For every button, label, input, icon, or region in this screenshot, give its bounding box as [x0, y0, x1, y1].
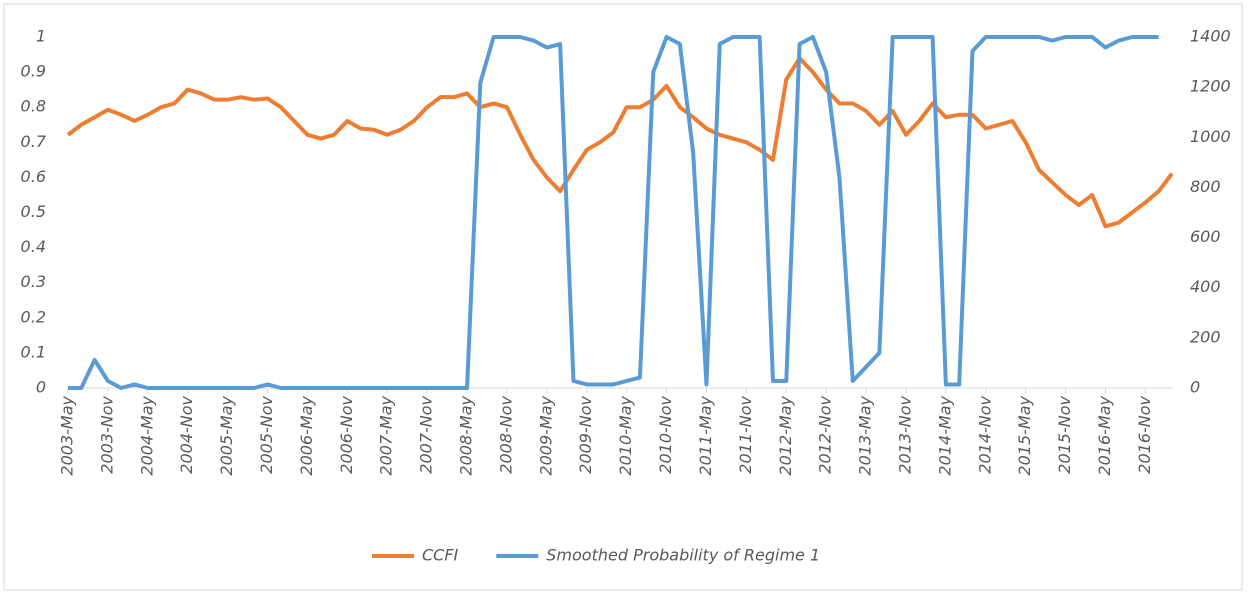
- x-tick-label: 2010-Nov: [656, 395, 675, 473]
- y-tick-label: 1: [36, 27, 46, 46]
- x-tick-label: 2013-May: [856, 395, 875, 475]
- x-tick-label: 2013-Nov: [895, 395, 914, 473]
- x-tick-label: 2011-Nov: [736, 395, 755, 473]
- x-tick-label: 2014-May: [935, 395, 954, 475]
- x-tick-label: 2012-Nov: [816, 395, 835, 473]
- y2-tick-label: 1200: [1190, 77, 1231, 96]
- y2-tick-label: 600: [1190, 227, 1221, 246]
- x-tick-label: 2007-May: [377, 395, 396, 475]
- x-tick-label: 2014-Nov: [975, 395, 994, 473]
- y-tick-label: 0.2: [21, 307, 46, 326]
- legend-label: Smoothed Probability of Regime 1: [546, 546, 820, 565]
- y-tick-label: 0.3: [21, 272, 46, 291]
- y-tick-label: 0.5: [21, 202, 46, 221]
- x-tick-label: 2012-May: [776, 395, 795, 475]
- x-tick-label: 2004-Nov: [177, 395, 196, 473]
- y-tick-label: 0.7: [21, 132, 47, 151]
- x-tick-label: 2009-May: [536, 395, 555, 475]
- y2-tick-label: 400: [1190, 277, 1221, 296]
- x-tick-label: 2009-Nov: [576, 395, 595, 473]
- x-tick-label: 2010-May: [616, 395, 635, 475]
- y2-tick-label: 800: [1190, 177, 1221, 196]
- y-tick-label: 0.9: [21, 62, 46, 81]
- y2-tick-label: 1000: [1190, 127, 1231, 146]
- x-tick-label: 2008-Nov: [496, 395, 515, 473]
- y-tick-label: 0.6: [21, 167, 46, 186]
- x-tick-label: 2003-May: [58, 395, 77, 475]
- x-tick-label: 2008-May: [457, 395, 476, 475]
- x-tick-label: 2007-Nov: [417, 395, 436, 473]
- x-tick-label: 2006-Nov: [337, 395, 356, 473]
- y-tick-label: 0.4: [21, 237, 46, 256]
- x-tick-label: 2004-May: [137, 395, 156, 475]
- y-tick-label: 0: [36, 378, 46, 397]
- x-tick-label: 2015-May: [1015, 395, 1034, 475]
- series-line: [66, 56, 1174, 229]
- x-tick-label: 2003-Nov: [97, 395, 116, 473]
- y2-tick-label: 0: [1190, 378, 1200, 397]
- y-tick-label: 0.8: [21, 97, 46, 116]
- y2-tick-label: 1400: [1190, 27, 1231, 46]
- chart-border: [3, 3, 1243, 591]
- x-tick-label: 2016-Nov: [1135, 395, 1154, 473]
- x-tick-label: 2011-May: [696, 395, 715, 475]
- legend-label: CCFI: [422, 546, 459, 565]
- x-tick-label: 2005-Nov: [257, 395, 276, 473]
- y2-tick-label: 200: [1190, 327, 1221, 346]
- x-tick-label: 2015-Nov: [1055, 395, 1074, 473]
- x-tick-label: 2016-May: [1095, 395, 1114, 475]
- x-tick-label: 2006-May: [297, 395, 316, 475]
- x-tick-label: 2005-May: [217, 395, 236, 475]
- y-tick-label: 0.1: [21, 342, 46, 361]
- series-line: [68, 35, 1159, 390]
